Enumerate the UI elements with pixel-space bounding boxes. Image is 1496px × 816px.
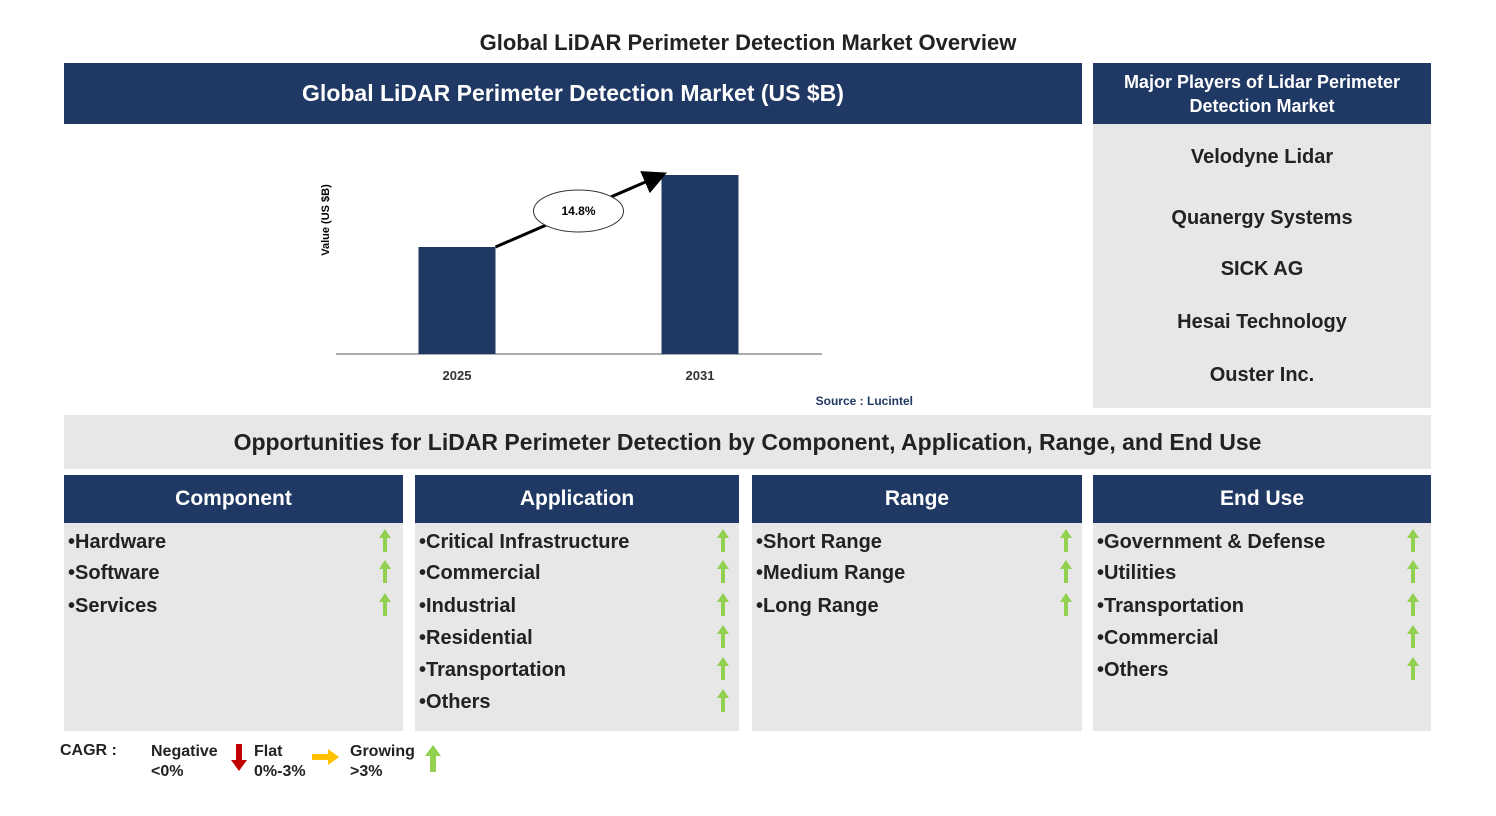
arrow-shape (717, 593, 729, 616)
arrow-shape (379, 529, 391, 552)
page-title: Global LiDAR Perimeter Detection Market … (479, 30, 1017, 55)
growth-arrow-icon (1060, 529, 1072, 552)
growth-arrow-icon (1060, 593, 1072, 616)
growing-arrow (425, 745, 441, 772)
legend-label: CAGR : (60, 742, 117, 759)
players-title-text: Major Players of Lidar Perimeter Detecti… (1123, 71, 1401, 116)
legend-name: Negative (151, 743, 218, 760)
annotation-bubble (533, 189, 624, 233)
legend-name: Growing (350, 743, 415, 760)
player: Velodyne Lidar (1190, 146, 1334, 168)
growth-arrow-icon (379, 529, 391, 552)
segment-item: Transportation (1097, 595, 1244, 618)
legend-item: Growing >3% (350, 742, 415, 782)
growth-arrow-icon (717, 529, 729, 552)
segment-item: Commercial (1097, 627, 1219, 650)
growth-arrow-icon (1407, 657, 1419, 680)
players-panel: Velodyne Lidar Quanergy Systems SICK AG Hes… (1093, 124, 1431, 408)
player: Ouster Inc. (1209, 364, 1315, 386)
x-tick-label: 2031 (686, 368, 715, 383)
arrow-shape (1407, 593, 1419, 616)
segment-header: Application (415, 475, 739, 523)
segment-item: Services (68, 595, 157, 618)
segment-item: Others (1097, 659, 1168, 682)
segment-header: Range (752, 475, 1082, 523)
arrow-shape (1407, 657, 1419, 680)
annotation: 14.8% (561, 204, 595, 218)
arrow-shape (379, 560, 391, 583)
growth-arrow-icon (717, 625, 729, 648)
legend-range: <0% (151, 763, 184, 780)
y-axis-label: Value (US $B) (320, 184, 332, 256)
source: Source : Lucintel (816, 394, 913, 408)
arrow-shape (1060, 529, 1072, 552)
arrow-shape (717, 529, 729, 552)
legend-item: Flat 0%-3% (254, 742, 306, 782)
growth-arrow-icon (379, 593, 391, 616)
players-title: Major Players of Lidar Perimeter Detecti… (1093, 63, 1431, 124)
growth-arrow-icon (1407, 625, 1419, 648)
opportunities-title: Opportunities for LiDAR Perimeter Detect… (64, 415, 1431, 469)
segment-item: Medium Range (756, 562, 905, 585)
growth-arrow-icon (717, 657, 729, 680)
growth-arrow-icon (1407, 593, 1419, 616)
segment-item: Short Range (756, 531, 882, 554)
segment-header: End Use (1093, 475, 1431, 523)
segment-item: Long Range (756, 595, 879, 618)
growth-arrow-icon (717, 593, 729, 616)
segment-item: Commercial (419, 562, 541, 585)
growth-arrow-icon (379, 560, 391, 583)
segment-body: Short Range Medium Range Long Range (752, 523, 1082, 731)
segment-header: Component (64, 475, 403, 523)
chart: 2025 2031 14.8% Value (US $B) Source : Lucin… (320, 171, 913, 408)
player: Hesai Technology (1177, 311, 1347, 333)
player: Quanergy Systems (1171, 207, 1353, 229)
segment-item: Transportation (419, 659, 566, 682)
legend-name: Flat (254, 743, 283, 760)
chart-title: Global LiDAR Perimeter Detection Market … (64, 63, 1082, 124)
flat-arrow (312, 749, 339, 765)
growth-arrow-icon (1060, 560, 1072, 583)
growth-arrow-icon (717, 689, 729, 712)
segment-item: Government & Defense (1097, 531, 1325, 554)
arrow-shape (717, 657, 729, 680)
growth-arrow-icon (717, 560, 729, 583)
x-tick-label: 2025 (443, 368, 472, 383)
arrow-shape (1407, 529, 1419, 552)
arrow-shape (1060, 593, 1072, 616)
segment-item: Software (68, 562, 159, 585)
arrow-shape (1407, 625, 1419, 648)
bar (661, 175, 739, 354)
negative-arrow (231, 744, 247, 771)
bar (418, 247, 496, 354)
arrow-shape (717, 625, 729, 648)
player: SICK AG (1220, 258, 1304, 280)
segment-item: Utilities (1097, 562, 1176, 585)
growth-arrow-icon (1407, 560, 1419, 583)
segment-item: Others (419, 691, 490, 714)
segment-body: Hardware Software Services (64, 523, 403, 731)
growth-arrow-icon (1407, 529, 1419, 552)
arrow-shape (1060, 560, 1072, 583)
segment-body: Critical Infrastructure Commercial Industr… (415, 523, 739, 731)
segment-item: Industrial (419, 595, 516, 618)
segment-item: Hardware (68, 531, 166, 554)
arrow-shape (379, 593, 391, 616)
arrow-shape (1407, 560, 1419, 583)
legend-item: Negative <0% (151, 742, 218, 782)
segment-item: Critical Infrastructure (419, 531, 629, 554)
segment-body: Government & Defense Utilities Transportat… (1093, 523, 1431, 731)
arrow-shape (717, 689, 729, 712)
legend-range: >3% (350, 763, 383, 780)
legend-range: 0%-3% (254, 763, 306, 780)
arrow-shape (717, 560, 729, 583)
segment-item: Residential (419, 627, 533, 650)
